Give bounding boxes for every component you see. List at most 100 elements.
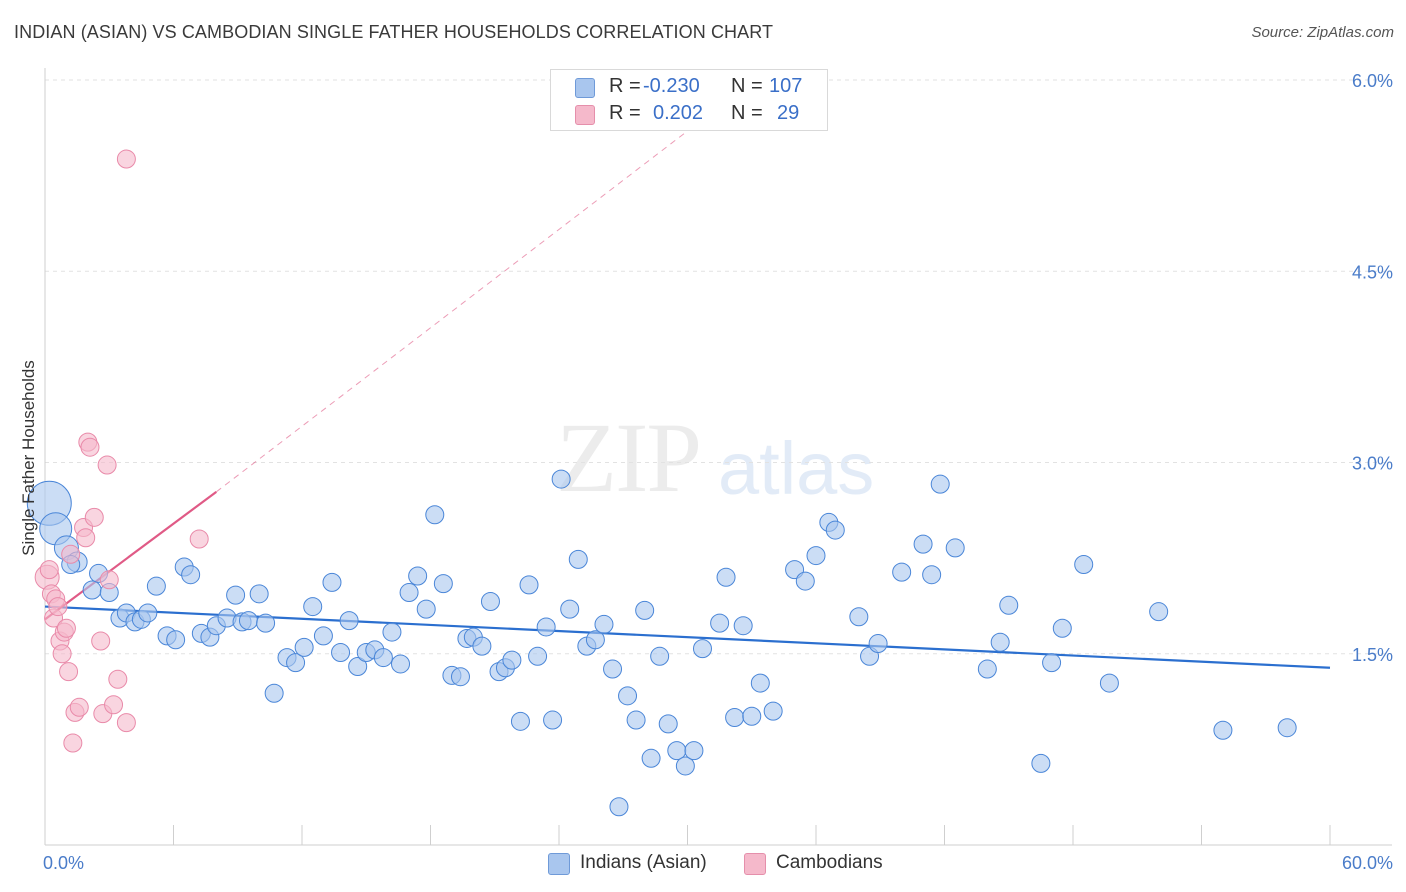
bottom-legend-swatch-indians <box>548 853 570 875</box>
point-cambodians <box>69 697 89 717</box>
tick-labels: 1.5% 3.0% 4.5% 6.0% 0.0% 60.0% <box>43 71 1393 873</box>
x-tick-label-start: 0.0% <box>43 853 84 873</box>
point-indians <box>618 686 638 706</box>
point-indians <box>999 595 1019 615</box>
legend-n-label: N = <box>731 102 763 124</box>
point-indians <box>806 546 826 566</box>
point-indians <box>603 659 623 679</box>
point-cambodians <box>84 507 104 527</box>
point-indians <box>641 748 661 768</box>
point-cambodians <box>91 631 111 651</box>
point-indians <box>322 572 342 592</box>
point-indians <box>519 575 539 595</box>
point-indians <box>716 567 736 587</box>
point-indians <box>733 616 753 636</box>
point-indians <box>684 741 704 761</box>
point-indians <box>635 600 655 620</box>
point-indians <box>138 603 158 623</box>
y-tick-label: 4.5% <box>1352 262 1393 282</box>
point-indians <box>472 636 492 656</box>
point-indians <box>725 708 745 727</box>
legend-r-label: R = <box>609 102 641 124</box>
point-indians <box>742 706 762 726</box>
watermark-atlas: atlas <box>718 427 875 510</box>
point-indians <box>416 599 436 619</box>
x-tick-label-end: 60.0% <box>1342 853 1393 873</box>
axes <box>44 68 1392 846</box>
point-indians <box>543 710 563 730</box>
point-indians <box>977 659 997 679</box>
point-cambodians <box>97 455 117 475</box>
point-indians <box>1031 753 1051 773</box>
point-indians <box>450 667 470 687</box>
correlation-legend: R = -0.230 N = 107 R = 0.202 N = 29 <box>550 69 828 131</box>
point-indians <box>922 565 942 585</box>
point-indians <box>391 654 411 674</box>
point-indians <box>382 622 402 642</box>
point-indians <box>568 549 588 569</box>
point-indians <box>551 469 571 489</box>
y-tick-label: 6.0% <box>1352 71 1393 91</box>
point-indians <box>238 611 258 631</box>
point-indians <box>348 657 368 676</box>
point-indians <box>825 520 845 540</box>
point-indians <box>264 683 284 703</box>
point-indians <box>930 474 950 494</box>
point-cambodians <box>116 713 136 733</box>
point-indians <box>913 534 933 554</box>
bottom-legend-label-indians: Indians (Asian) <box>580 852 707 873</box>
point-indians <box>560 599 580 619</box>
point-indians <box>303 597 323 617</box>
chart-title: INDIAN (ASIAN) VS CAMBODIAN SINGLE FATHE… <box>14 22 774 42</box>
point-indians <box>658 714 678 734</box>
point-indians <box>510 711 530 731</box>
point-cambodians <box>99 570 119 590</box>
point-indians <box>990 632 1010 652</box>
point-indians <box>849 607 869 627</box>
point-cambodians <box>104 695 124 715</box>
y-axis-label: Single Father Households <box>19 360 38 556</box>
grid-lines <box>45 79 1392 655</box>
point-indians <box>226 585 246 605</box>
point-indians <box>750 673 770 693</box>
point-indians <box>1213 720 1233 740</box>
point-indians <box>146 576 166 596</box>
point-cambodians <box>39 560 59 580</box>
point-indians <box>710 613 730 633</box>
point-indians <box>795 571 815 591</box>
point-indians <box>868 634 888 654</box>
point-indians <box>1042 653 1062 673</box>
legend-r-value: 0.202 <box>653 102 704 124</box>
point-indians <box>249 584 269 604</box>
y-tick-label: 1.5% <box>1352 645 1393 665</box>
point-indians <box>399 583 419 603</box>
legend-n-value: 107 <box>769 75 803 97</box>
point-cambodians <box>189 529 209 549</box>
point-cambodians <box>61 544 81 564</box>
legend-n-value: 29 <box>777 102 800 124</box>
legend-r-value: -0.230 <box>643 75 700 97</box>
point-indians <box>1052 618 1072 638</box>
point-cambodians <box>52 644 72 664</box>
point-indians <box>675 756 695 776</box>
point-cambodians <box>59 662 79 682</box>
point-cambodians <box>80 437 100 457</box>
point-cambodians <box>76 528 96 548</box>
trend-extension-cambodians <box>216 130 688 493</box>
point-cambodians <box>48 597 68 617</box>
point-indians <box>536 617 556 637</box>
point-indians <box>594 614 614 634</box>
source-label[interactable]: Source: ZipAtlas.com <box>1251 24 1394 41</box>
point-indians <box>433 574 453 594</box>
y-tick-label: 3.0% <box>1352 454 1393 474</box>
point-indians <box>1099 673 1119 693</box>
point-indians <box>528 646 548 666</box>
point-indians <box>166 630 186 650</box>
bottom-legend-label-cambodians: Cambodians <box>776 852 883 873</box>
point-cambodians <box>63 733 83 753</box>
point-indians <box>1074 555 1094 574</box>
point-indians <box>181 565 201 585</box>
point-indians <box>331 642 351 662</box>
point-indians <box>692 639 712 659</box>
point-indians <box>294 637 314 657</box>
